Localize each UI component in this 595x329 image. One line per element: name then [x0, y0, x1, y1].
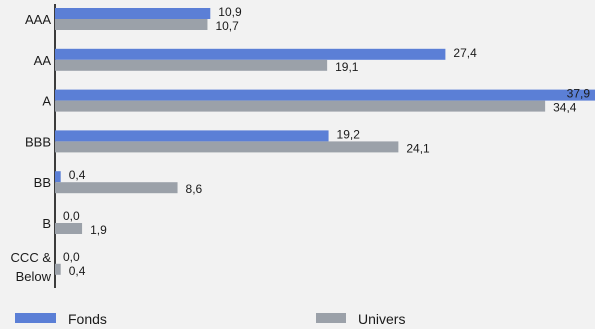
- bar-fonds-aaa: [55, 8, 211, 19]
- legend-label-univers: Univers: [358, 311, 405, 327]
- bar-fonds-aa: [55, 48, 446, 60]
- value-label-fonds-a: 37,9: [567, 87, 591, 101]
- bar-univers-ccc-below: [55, 263, 61, 275]
- value-label-univers-aaa: 10,7: [215, 19, 239, 33]
- category-label-a: A: [42, 94, 51, 109]
- bar-fonds-bb: [55, 171, 61, 183]
- bar-fonds-a: [55, 89, 595, 101]
- bar-univers-bb: [55, 182, 178, 194]
- value-label-univers-ccc-below: 0,4: [69, 264, 86, 278]
- value-label-fonds-aa: 27,4: [453, 46, 477, 60]
- bar-univers-a: [55, 100, 546, 112]
- legend-swatch-univers: [316, 313, 346, 323]
- value-label-fonds-ccc-below: 0,0: [63, 250, 80, 264]
- legend: Fonds Univers: [15, 311, 405, 327]
- category-label-b: B: [42, 216, 51, 231]
- value-label-fonds-aaa: 10,9: [218, 5, 242, 19]
- legend-label-fonds: Fonds: [68, 311, 107, 327]
- value-label-univers-bb: 8,6: [186, 182, 203, 196]
- category-label-aaa: AAA: [25, 12, 51, 27]
- category-label-bb: BB: [34, 175, 51, 190]
- value-label-fonds-bbb: 19,2: [337, 127, 361, 141]
- bar-univers-aaa: [55, 19, 208, 30]
- bar-fonds-bbb: [55, 130, 329, 142]
- value-label-univers-b: 1,9: [90, 223, 107, 237]
- bar-univers-b: [55, 223, 83, 234]
- value-label-univers-a: 34,4: [553, 101, 577, 115]
- category-label-aa: AA: [34, 53, 52, 68]
- category-label-ccc-below: CCC & Below: [11, 250, 52, 284]
- value-label-fonds-b: 0,0: [63, 209, 80, 223]
- value-labels: 10,910,7 27,4 19,1 37,934,4 19,2 24,1 0,4 8,6 0,…: [63, 5, 590, 278]
- bars: [55, 8, 595, 275]
- bar-univers-bbb: [55, 141, 399, 153]
- value-label-univers-aa: 19,1: [335, 60, 359, 74]
- value-label-fonds-bb: 0,4: [69, 168, 86, 182]
- legend-swatch-fonds: [15, 313, 56, 323]
- value-label-univers-bbb: 24,1: [406, 141, 430, 155]
- category-label-bbb: BBB: [25, 134, 51, 149]
- bar-univers-aa: [55, 59, 328, 71]
